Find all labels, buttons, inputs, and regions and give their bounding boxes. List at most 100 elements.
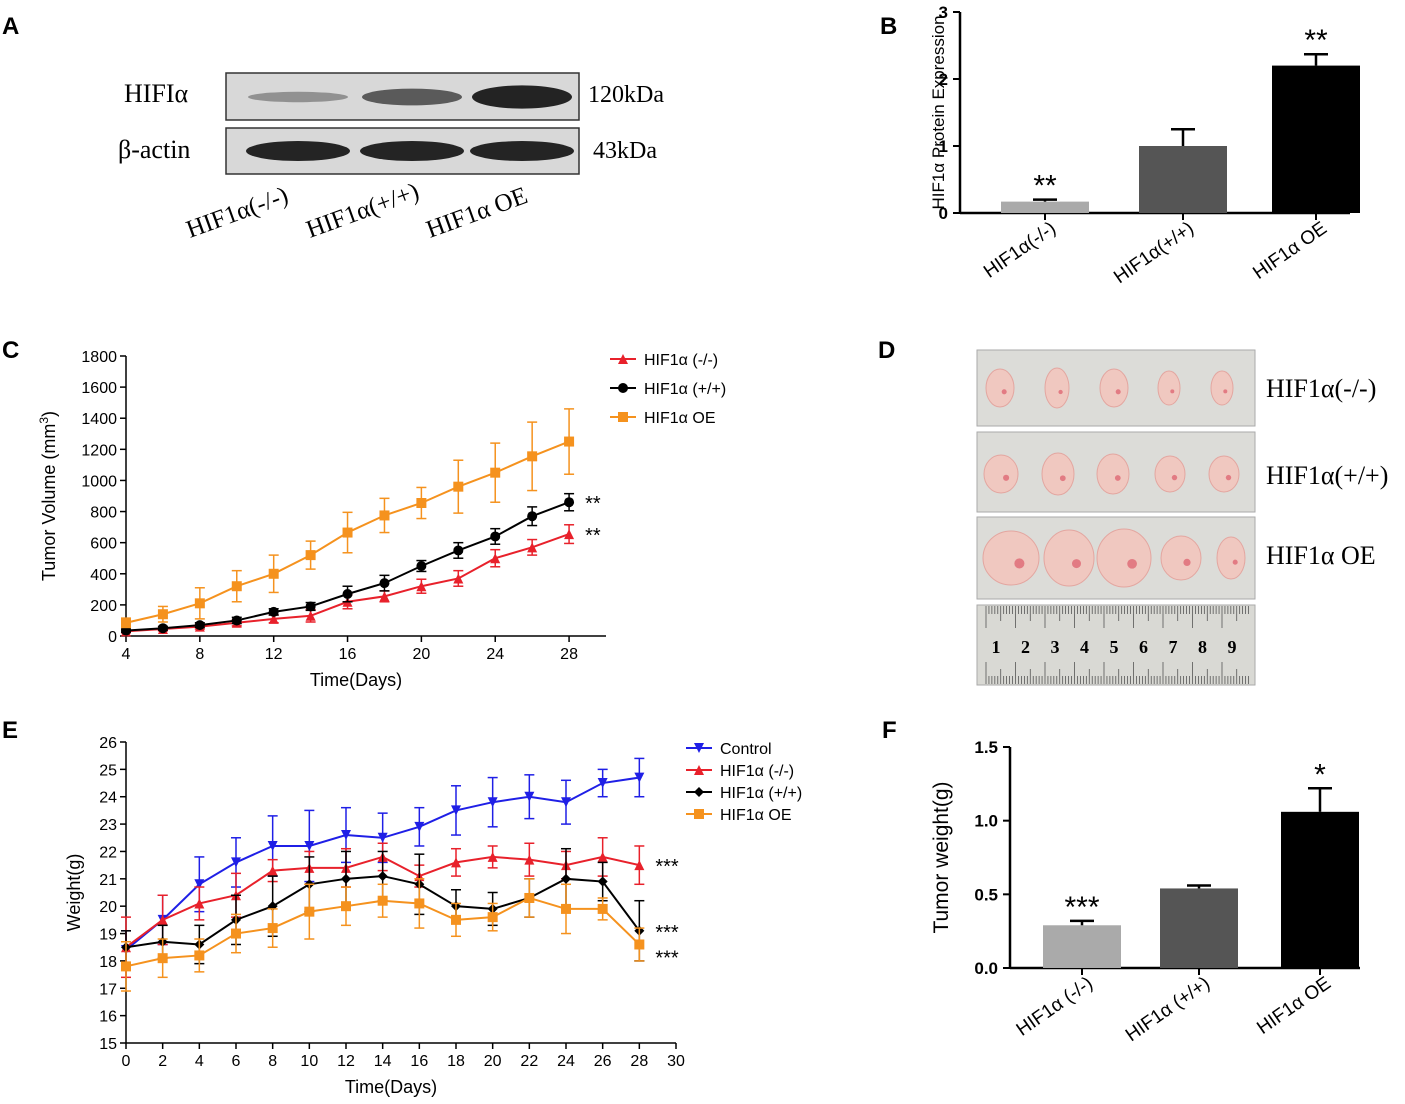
y-tick-label: 19 [99,927,117,944]
tumor-row-label-2: HIF1α(+/+) [1266,461,1388,490]
y-tick-label: 1.0 [974,812,998,831]
tumor-spot [1115,389,1121,395]
y-axis-label-main: Weight(g) [64,854,84,932]
panel-f-chart: F 0.0 0.5 1.0 1.5 Tumor weight(g) *** HIF1α (-/… [882,717,1360,1046]
x-tick-label: 4 [122,646,131,663]
data-point [194,620,205,631]
panel-letter: B [880,13,897,40]
bar [1160,888,1238,968]
data-point [414,821,425,832]
tumor-row-label-1: HIF1α(-/-) [1266,374,1376,403]
legend-label: HIF1α OE [644,410,715,427]
tumor [1041,452,1075,496]
data-point [694,743,704,753]
y-axis-label: Weight(g) [64,854,84,932]
data-point [453,573,464,584]
panel-a-western-blot: A HIFIα β-actin 120kDa 43kDa HIF1α(-/-) … [2,13,664,244]
x-tick-label: 16 [339,646,357,663]
x-tick-label: 20 [412,646,430,663]
x-tick-label: 10 [300,1053,318,1070]
tumor-spot [1170,389,1175,394]
x-tick-label: HIF1α OE [1249,218,1331,284]
blot-row-label-actin: β-actin [118,135,190,164]
x-axis-label: Time(Days) [345,1077,437,1097]
x-tick-label: HIF1α (+/+) [1122,973,1214,1046]
data-point [414,898,425,909]
tumor [1210,370,1234,406]
data-point [341,901,351,912]
significance-label: *** [655,922,679,944]
tumor-spot [1059,475,1066,482]
data-point [268,568,279,579]
data-point [561,903,571,914]
x-tick-label: 24 [486,646,504,663]
legend-label: HIF1α OE [720,807,791,824]
data-point [194,950,205,961]
data-point [377,832,388,843]
band-actin [470,141,574,161]
ruler-number: 6 [1139,637,1148,657]
x-axis-label: Time(Days) [310,670,402,690]
legend-label: HIF1α (+/+) [644,381,726,398]
y-tick-label: 25 [99,762,117,779]
x-tick-label: HIF1α OE [1253,973,1335,1039]
x-tick-label: 8 [195,646,204,663]
data-point [194,598,205,609]
data-point [379,510,390,521]
bar [1281,811,1359,968]
significance-label: *** [655,856,679,878]
x-tick-label: 26 [594,1053,612,1070]
data-point [194,898,205,909]
x-tick-label: 6 [232,1053,241,1070]
data-point [194,879,205,890]
ruler-number: 9 [1228,637,1237,657]
y-tick-label: 1000 [81,473,117,490]
tumor-spot [1223,389,1228,394]
x-tick-label: 12 [265,646,283,663]
ruler-number: 5 [1110,637,1119,657]
significance-label: ** [585,525,601,547]
data-point [487,851,498,862]
x-tick-label: 0 [122,1053,131,1070]
data-point [453,481,464,492]
data-point [267,865,278,876]
y-tick-label: 1 [939,137,948,156]
data-point [561,873,571,884]
data-point [157,914,168,925]
tumor [983,454,1019,494]
y-tick-label: 1200 [81,442,117,459]
x-tick-label: 28 [630,1053,648,1070]
band-actin [360,141,464,161]
data-point [377,895,388,906]
data-point [527,451,538,462]
bands-hif1a [248,85,572,109]
legend-label: Control [720,741,772,758]
tumor [1096,453,1130,495]
data-point [342,527,353,538]
data-point [416,498,427,508]
bands-actin [246,141,574,161]
legend-label: HIF1α (+/+) [720,785,802,802]
tumor [1160,535,1202,581]
x-tick-label: 30 [667,1053,685,1070]
x-tick-label: HIF1α(+/+) [1110,218,1198,288]
y-tick-label: 22 [99,844,117,861]
data-point [341,830,351,841]
x-tick-label: 2 [158,1053,167,1070]
y-tick-label: 1.5 [974,738,998,757]
y-tick-label: 0 [108,629,117,646]
y-tick-label: 18 [99,954,117,971]
tumor [1208,455,1240,493]
tumor [1096,528,1152,588]
data-point [416,581,427,592]
data-point [451,805,461,816]
y-tick-label: 400 [90,567,117,584]
data-point [231,857,241,868]
tumor [1154,455,1186,493]
significance-label: *** [1064,891,1099,924]
panel-letter: F [882,717,897,744]
ruler-number: 7 [1169,637,1178,657]
band-hif1a [248,91,348,103]
